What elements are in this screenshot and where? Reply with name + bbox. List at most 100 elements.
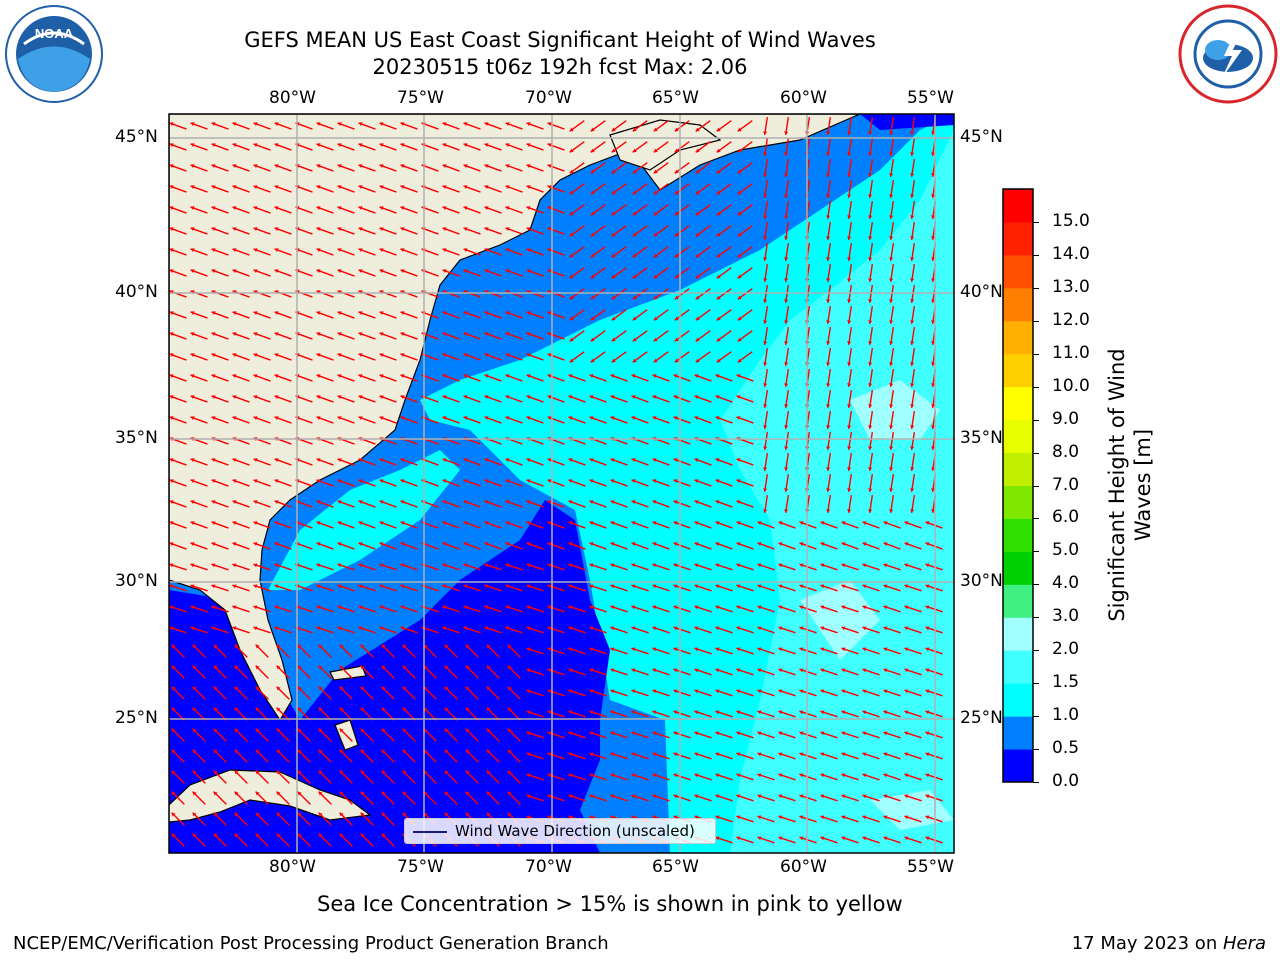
wave-arrow-head xyxy=(652,647,657,652)
wave-arrow-head xyxy=(847,173,852,177)
wave-arrow-head xyxy=(526,773,531,778)
wave-arrow-head xyxy=(484,605,489,610)
wave-arrow-head xyxy=(673,584,678,589)
wave-arrow-head xyxy=(925,542,930,547)
wave-arrow-head xyxy=(925,647,930,652)
wave-arrow-head xyxy=(883,773,888,778)
wave-arrow-head xyxy=(232,500,237,505)
wave-arrow-head xyxy=(653,274,658,279)
wave-arrow-head xyxy=(337,185,342,190)
wave-arrow-head xyxy=(505,227,510,232)
wave-arrow-head xyxy=(169,542,174,547)
wave-arrow-head xyxy=(653,190,658,195)
wave-arrow-head xyxy=(925,794,930,799)
wave-arrow-head xyxy=(631,773,636,778)
wave-arrow-head xyxy=(211,626,216,631)
wave-arrow-head xyxy=(847,215,852,219)
wave-arrow-head xyxy=(400,332,405,337)
wave-arrow-head xyxy=(486,791,491,796)
wave-arrow-head xyxy=(253,521,258,526)
wave-arrow-head xyxy=(192,728,197,733)
wave-arrow-head xyxy=(463,269,468,274)
wave-arrow-head xyxy=(358,479,363,484)
wave-arrow-head xyxy=(883,794,888,799)
wave-arrow-head xyxy=(653,169,658,174)
wave-arrow-head xyxy=(232,479,237,484)
wave-arrow-head xyxy=(169,605,174,610)
wave-arrow-head xyxy=(442,164,447,169)
wave-arrow-head xyxy=(547,710,552,715)
wave-arrow-head xyxy=(190,458,195,463)
wave-arrow-head xyxy=(192,665,197,670)
wave-arrow-head xyxy=(190,332,195,337)
colorbar-tick-mark xyxy=(1033,320,1039,322)
wave-arrow-head xyxy=(862,605,867,610)
wave-arrow-head xyxy=(610,794,615,799)
wave-arrow-head xyxy=(841,815,846,820)
wave-arrow-head xyxy=(505,458,510,463)
wave-arrow-head xyxy=(820,731,825,736)
wave-arrow-head xyxy=(589,542,594,547)
wave-arrow-head xyxy=(778,542,783,547)
wave-arrow-head xyxy=(486,665,491,670)
wave-arrow-head xyxy=(694,584,699,589)
wave-arrow-head xyxy=(442,374,447,379)
wave-arrow-head xyxy=(379,416,384,421)
wave-arrow-head xyxy=(736,668,741,673)
wave-arrow-head xyxy=(784,278,789,282)
wave-arrow-head xyxy=(192,833,197,838)
wave-arrow-head xyxy=(360,665,365,670)
wave-arrow-head xyxy=(925,584,930,589)
wave-arrow-head xyxy=(547,689,552,694)
wave-arrow-head xyxy=(784,152,789,156)
wave-arrow-head xyxy=(757,626,762,631)
wave-arrow-head xyxy=(904,794,909,799)
wave-arrow-head xyxy=(826,425,831,429)
wave-arrow-head xyxy=(868,173,873,177)
wave-arrow-head xyxy=(339,728,344,733)
wave-arrow-head xyxy=(253,500,258,505)
wave-arrow-head xyxy=(379,563,384,568)
wave-arrow-head xyxy=(590,148,595,153)
wave-arrow-head xyxy=(316,395,321,400)
wave-arrow-head xyxy=(674,295,679,300)
wave-arrow-head xyxy=(274,269,279,274)
wave-arrow-head xyxy=(757,752,762,757)
wave-arrow-head xyxy=(590,253,595,258)
wave-arrow-head xyxy=(169,563,174,568)
wave-arrow-head xyxy=(360,791,365,796)
wave-arrow-head xyxy=(568,542,573,547)
wave-arrow-head xyxy=(379,584,384,589)
wave-arrow-head xyxy=(255,686,260,691)
wave-arrow-head xyxy=(255,749,260,754)
wave-arrow-head xyxy=(274,521,279,526)
wave-arrow-head xyxy=(694,605,699,610)
land-us-coast xyxy=(169,114,861,722)
colorbar-tick-mark xyxy=(1033,749,1039,751)
wave-arrow-head xyxy=(192,812,197,817)
wave-arrow-head xyxy=(694,731,699,736)
wave-arrow-head xyxy=(486,749,491,754)
colorbar-tick-label: 7.0 xyxy=(1052,474,1080,495)
wave-arrow-head xyxy=(211,290,216,295)
wave-arrow-head xyxy=(505,542,510,547)
wave-arrow-head xyxy=(673,668,678,673)
wave-arrow-head xyxy=(484,185,489,190)
wave-arrow-head xyxy=(234,686,239,691)
wave-arrow-head xyxy=(316,353,321,358)
wave-arrow-head xyxy=(274,374,279,379)
wave-arrow-head xyxy=(484,290,489,295)
wave-arrow-head xyxy=(694,458,699,463)
colorbar-segment xyxy=(1003,584,1033,618)
wave-arrow-head xyxy=(716,253,721,258)
colorbar-tick-mark xyxy=(1033,485,1039,487)
wave-arrow-head xyxy=(463,605,468,610)
wave-arrow-head xyxy=(568,500,573,505)
wave-arrow-head xyxy=(379,353,384,358)
wave-arrow-head xyxy=(826,383,831,387)
wave-arrow-head xyxy=(400,164,405,169)
wave-arrow-head xyxy=(381,686,386,691)
wave-arrow-head xyxy=(232,374,237,379)
wave-arrow-head xyxy=(826,488,831,492)
wave-arrow-head xyxy=(737,232,742,237)
